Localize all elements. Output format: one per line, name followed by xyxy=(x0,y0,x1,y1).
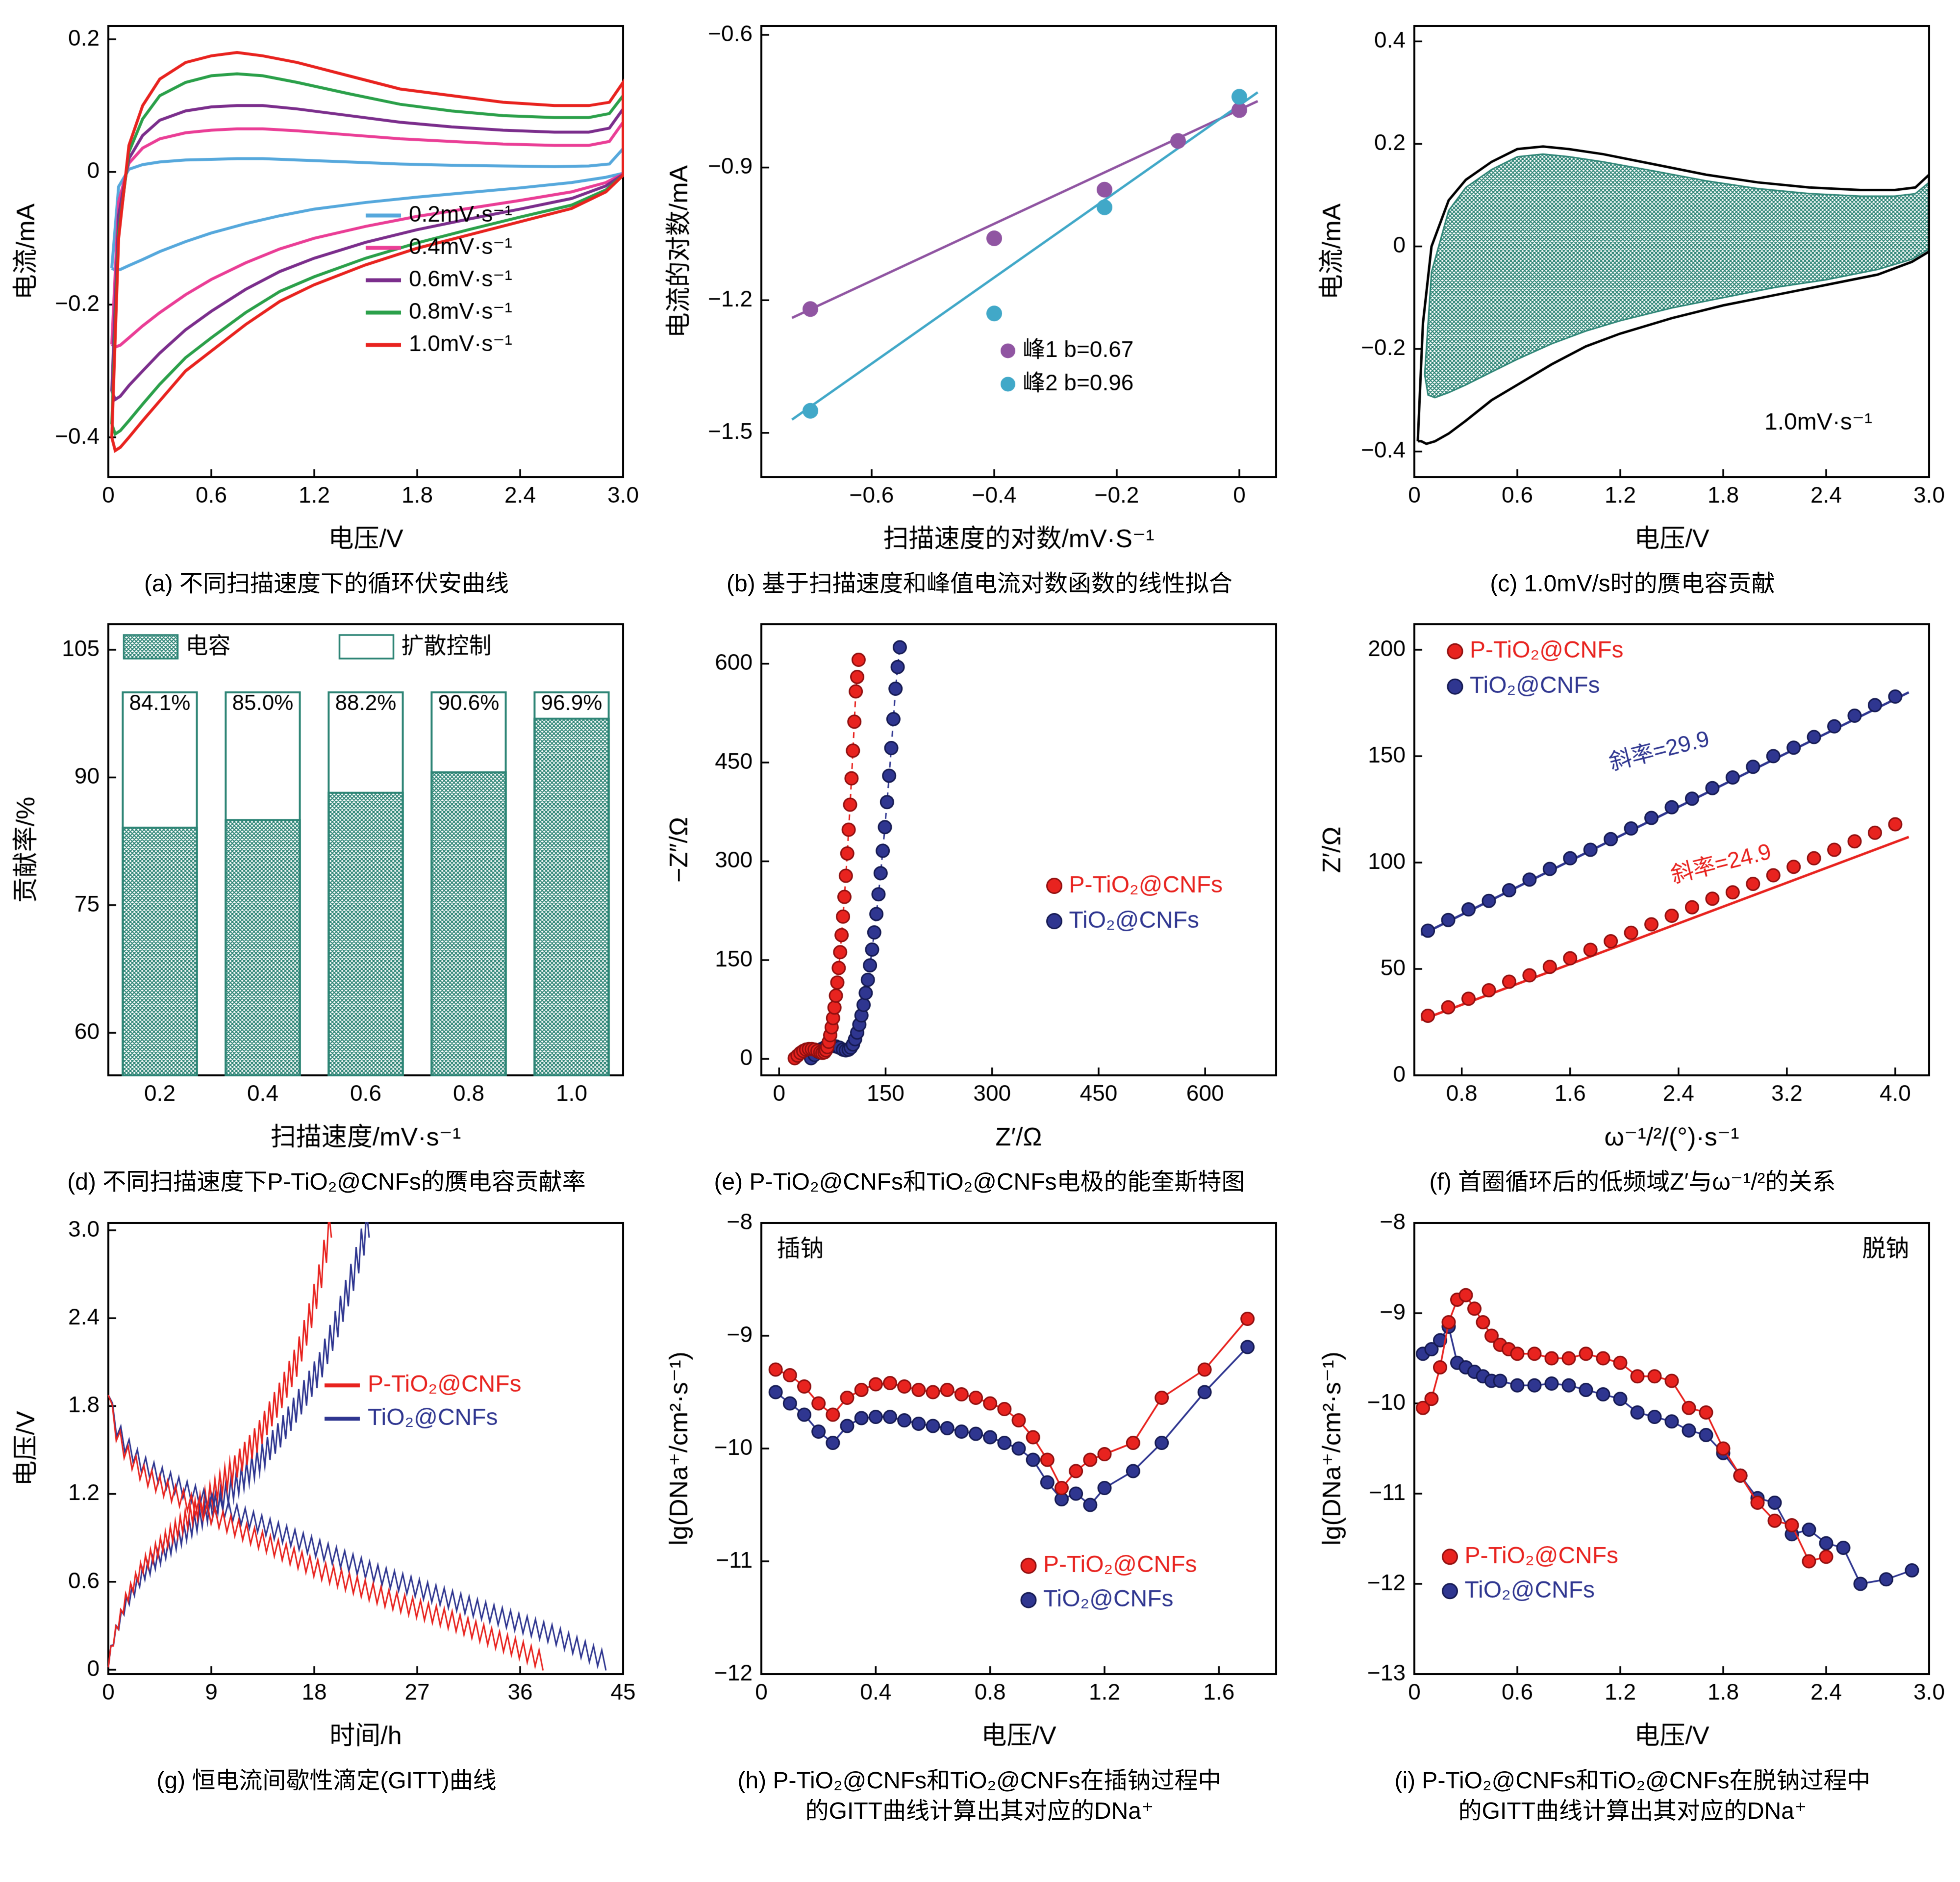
chart-f-warburg xyxy=(1309,602,1956,1167)
panel-h: (h) P-TiO₂@CNFs和TiO₂@CNFs在插钠过程中 的GITT曲线计… xyxy=(653,1200,1306,1827)
panel-f: (f) 首圈循环后的低频域Z′与ω⁻¹/²的关系 xyxy=(1306,602,1959,1197)
panel-e: (e) P-TiO₂@CNFs和TiO₂@CNFs电极的能奎斯特图 xyxy=(653,602,1306,1197)
chart-d-contribution-bars xyxy=(3,602,650,1167)
chart-i-diffusion-desodiation xyxy=(1309,1200,1956,1765)
caption-f: (f) 首圈循环后的低频域Z′与ω⁻¹/²的关系 xyxy=(1429,1169,1836,1195)
caption-e: (e) P-TiO₂@CNFs和TiO₂@CNFs电极的能奎斯特图 xyxy=(714,1169,1245,1195)
panel-a: (a) 不同扫描速度下的循环伏安曲线 xyxy=(0,4,653,599)
chart-c-pseudocapacitance xyxy=(1309,4,1956,568)
chart-b-log-fit xyxy=(656,4,1303,568)
caption-h: (h) P-TiO₂@CNFs和TiO₂@CNFs在插钠过程中 的GITT曲线计… xyxy=(737,1767,1222,1825)
caption-c: (c) 1.0mV/s时的赝电容贡献 xyxy=(1490,571,1775,597)
panel-i: (i) P-TiO₂@CNFs和TiO₂@CNFs在脱钠过程中 的GITT曲线计… xyxy=(1306,1200,1959,1827)
caption-b: (b) 基于扫描速度和峰值电流对数函数的线性拟合 xyxy=(726,571,1232,597)
caption-d: (d) 不同扫描速度下P-TiO₂@CNFs的赝电容贡献率 xyxy=(67,1169,586,1195)
chart-h-diffusion-sodiation xyxy=(656,1200,1303,1765)
panel-d: (d) 不同扫描速度下P-TiO₂@CNFs的赝电容贡献率 xyxy=(0,602,653,1197)
chart-e-nyquist xyxy=(656,602,1303,1167)
caption-g: (g) 恒电流间歇性滴定(GITT)曲线 xyxy=(156,1767,497,1794)
chart-g-gitt xyxy=(3,1200,650,1765)
panel-g: (g) 恒电流间歇性滴定(GITT)曲线 xyxy=(0,1200,653,1827)
panel-c: (c) 1.0mV/s时的赝电容贡献 xyxy=(1306,4,1959,599)
caption-i: (i) P-TiO₂@CNFs和TiO₂@CNFs在脱钠过程中 的GITT曲线计… xyxy=(1394,1767,1871,1825)
figure-grid: (a) 不同扫描速度下的循环伏安曲线 (b) 基于扫描速度和峰值电流对数函数的线… xyxy=(0,4,1959,1827)
panel-b: (b) 基于扫描速度和峰值电流对数函数的线性拟合 xyxy=(653,4,1306,599)
chart-a-cv-curves xyxy=(3,4,650,568)
caption-a: (a) 不同扫描速度下的循环伏安曲线 xyxy=(144,571,509,597)
